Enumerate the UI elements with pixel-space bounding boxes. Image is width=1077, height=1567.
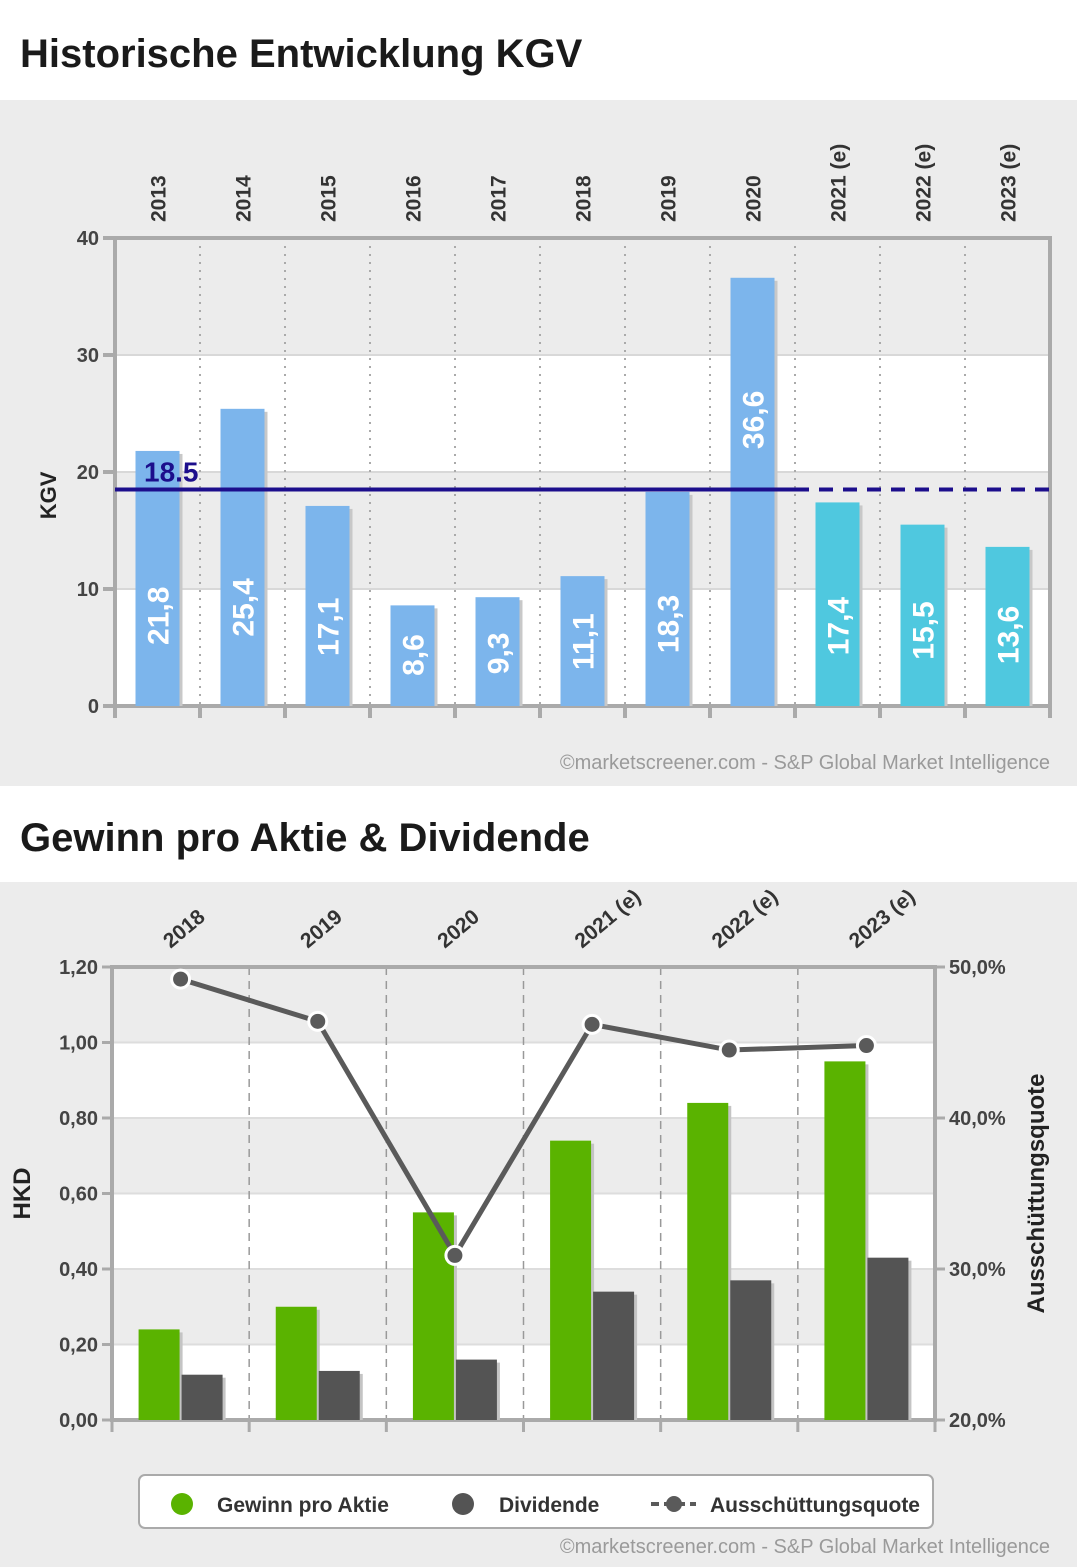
y-tick-label: 0,40: [59, 1259, 98, 1281]
legend-dividend-label: Dividende: [499, 1494, 599, 1517]
y2-tick-label: 40,0%: [949, 1108, 1006, 1130]
y2-tick-label: 30,0%: [949, 1259, 1006, 1281]
bar-Dividende: [455, 1359, 497, 1420]
legend-eps-icon: [171, 1493, 193, 1515]
bar-value-label: 15,5: [908, 601, 941, 659]
payout-ratio-point: [855, 1035, 877, 1057]
payout-ratio-point: [444, 1244, 466, 1266]
payout-ratio-line: [179, 976, 867, 1261]
x-tick-label: 2022 (e): [913, 144, 936, 222]
bar-Gewinn pro Aktie: [687, 1102, 729, 1420]
y-axis-label: KGV: [36, 471, 61, 519]
kgv-chart: 0 10 20 30 40 KGV 2013 21,8 2014 25,4 2015 17,1 2016…: [36, 144, 1052, 718]
bar-Gewinn pro Aktie: [275, 1306, 317, 1420]
plot-band: [112, 1193, 935, 1269]
kgv-credit: ©marketscreener.com - S&P Global Market …: [559, 752, 1050, 774]
legend-payout-label: Ausschüttungsquote: [710, 1494, 920, 1517]
plot-band: [112, 967, 935, 1043]
y-axis-label: HKD: [9, 1168, 36, 1220]
bar-value-label: 17,1: [313, 598, 346, 656]
bar-value-label: 8,6: [398, 634, 431, 676]
bar-value-label: 21,8: [143, 587, 176, 645]
x-tick-label: 2018: [573, 175, 596, 222]
average-label: 18.5: [144, 457, 199, 488]
bar-2021 (e): [815, 502, 860, 706]
x-tick-label: 2023 (e): [845, 885, 920, 953]
x-tick-label: 2016: [403, 175, 426, 222]
bar-value-label: 36,6: [738, 391, 771, 449]
y-tick-label: 10: [77, 579, 99, 601]
x-tick-label: 2015: [318, 175, 341, 222]
x-tick-label: 2021 (e): [571, 885, 646, 953]
x-tick-label: 2019: [296, 905, 347, 953]
x-tick-label: 2018: [159, 905, 210, 953]
y-tick-label: 0,20: [59, 1335, 98, 1357]
bar-Gewinn pro Aktie: [138, 1329, 180, 1420]
y-tick-label: 0,80: [59, 1108, 98, 1130]
bar-Dividende: [593, 1291, 635, 1420]
y-tick-label: 0,60: [59, 1184, 98, 1206]
y-tick-label: 0: [88, 696, 99, 718]
eps-chart-panel: 0,00 0,20 0,40 0,60 0,80 1,00 1,20 20,0% 30,0% 40…: [0, 882, 1077, 1567]
payout-ratio-point: [718, 1039, 740, 1061]
kgv-chart-title: Historische Entwicklung KGV: [20, 32, 583, 76]
bar-value-label: 11,1: [568, 613, 601, 670]
x-tick-label: 2013: [148, 175, 171, 222]
eps-credit: ©marketscreener.com - S&P Global Market …: [559, 1536, 1050, 1558]
payout-ratio-point: [307, 1010, 329, 1032]
kgv-chart-panel: 0 10 20 30 40 KGV 2013 21,8 2014 25,4 2015 17,1 2016…: [0, 100, 1077, 786]
legend-dividend-icon: [452, 1493, 474, 1515]
bar-2018: [560, 576, 605, 706]
bar-Dividende: [318, 1370, 360, 1420]
bar-2017: [475, 597, 520, 706]
y2-tick-label: 20,0%: [949, 1410, 1006, 1432]
x-tick-label: 2014: [233, 175, 256, 222]
bar-Dividende: [730, 1280, 772, 1420]
bar-2015: [305, 505, 350, 706]
bar-2013: [135, 450, 180, 706]
x-tick-label: 2022 (e): [708, 885, 783, 953]
bar-Dividende: [181, 1374, 223, 1420]
bar-2023 (e): [985, 546, 1030, 706]
plot-band: [115, 355, 1050, 472]
y-tick-label: 1,00: [59, 1033, 98, 1055]
x-tick-label: 2017: [488, 175, 511, 222]
bar-2016: [390, 605, 435, 706]
legend: [138, 1474, 934, 1529]
bar-2020: [730, 277, 775, 706]
bar-Gewinn pro Aktie: [824, 1061, 866, 1420]
x-tick-label: 2020: [433, 905, 484, 953]
y-tick-label: 20: [77, 462, 99, 484]
bar-value-label: 17,4: [823, 597, 856, 656]
x-tick-label: 2023 (e): [998, 144, 1021, 222]
bar-Gewinn pro Aktie: [550, 1140, 592, 1420]
bar-2014: [220, 408, 265, 706]
eps-chart-title: Gewinn pro Aktie & Dividende: [20, 816, 590, 860]
payout-ratio-point: [170, 968, 192, 990]
y2-axis-label: Ausschüttungsquote: [1023, 1074, 1050, 1314]
bar-2019: [645, 491, 690, 706]
bar-value-label: 13,6: [993, 606, 1026, 664]
y-tick-label: 1,20: [59, 957, 98, 979]
bar-value-label: 18,3: [653, 595, 686, 653]
legend-eps-label: Gewinn pro Aktie: [217, 1494, 389, 1517]
eps-dividend-chart: 0,00 0,20 0,40 0,60 0,80 1,00 1,20 20,0% 30,0% 40…: [9, 885, 1050, 1529]
x-tick-label: 2020: [743, 175, 766, 222]
x-tick-label: 2019: [658, 175, 681, 222]
bar-2022 (e): [900, 524, 945, 706]
y-tick-label: 40: [77, 228, 99, 250]
y-tick-label: 30: [77, 345, 99, 367]
bar-value-label: 9,3: [483, 633, 516, 675]
x-tick-label: 2021 (e): [828, 144, 851, 222]
bar-Dividende: [867, 1257, 909, 1420]
payout-ratio-point: [581, 1013, 603, 1035]
y-tick-label: 0,00: [59, 1410, 98, 1432]
bar-value-label: 25,4: [228, 578, 261, 637]
legend-payout-dot-icon: [666, 1496, 682, 1512]
y2-tick-label: 50,0%: [949, 957, 1006, 979]
